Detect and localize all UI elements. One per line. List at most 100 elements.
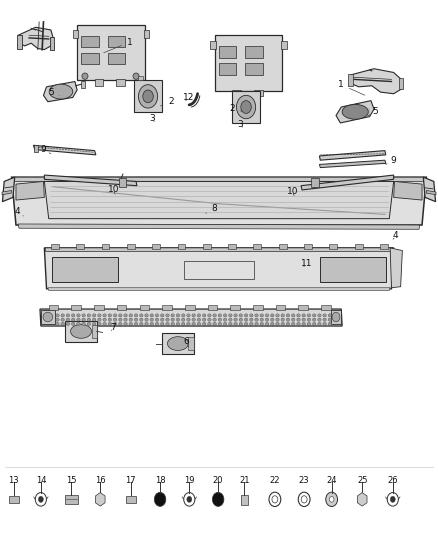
Ellipse shape [150, 314, 153, 317]
Text: 3: 3 [237, 119, 243, 128]
Ellipse shape [323, 322, 326, 326]
Ellipse shape [61, 314, 64, 317]
Ellipse shape [155, 314, 159, 317]
Polygon shape [319, 160, 386, 167]
Text: 2: 2 [160, 97, 174, 106]
Ellipse shape [302, 322, 305, 326]
Ellipse shape [113, 314, 117, 317]
Ellipse shape [286, 314, 290, 317]
Ellipse shape [297, 322, 300, 326]
Bar [228, 244, 236, 249]
Bar [108, 36, 125, 47]
Ellipse shape [108, 322, 112, 326]
Bar [51, 244, 59, 249]
Ellipse shape [119, 322, 122, 326]
Bar [210, 41, 215, 49]
Ellipse shape [138, 85, 158, 108]
Bar [254, 90, 263, 96]
Bar [184, 261, 254, 279]
Polygon shape [319, 151, 386, 160]
Ellipse shape [129, 314, 133, 317]
Ellipse shape [108, 318, 112, 321]
Ellipse shape [223, 318, 227, 321]
Bar [17, 35, 21, 49]
Ellipse shape [218, 314, 222, 317]
Bar [276, 305, 286, 310]
Text: 10: 10 [286, 187, 298, 196]
Polygon shape [44, 248, 394, 289]
Ellipse shape [167, 337, 188, 351]
Text: 12: 12 [183, 93, 194, 102]
Ellipse shape [49, 84, 73, 99]
Text: 25: 25 [357, 476, 367, 484]
Ellipse shape [328, 314, 332, 317]
Bar [117, 79, 125, 86]
Ellipse shape [87, 314, 91, 317]
Ellipse shape [291, 322, 295, 326]
Bar [380, 244, 388, 249]
Bar [188, 337, 194, 350]
Bar [71, 305, 81, 310]
Ellipse shape [202, 318, 206, 321]
Ellipse shape [202, 314, 206, 317]
Ellipse shape [250, 318, 253, 321]
Ellipse shape [255, 314, 258, 317]
Polygon shape [40, 309, 342, 326]
Ellipse shape [265, 314, 269, 317]
Ellipse shape [234, 314, 237, 317]
Bar [321, 305, 331, 310]
Circle shape [326, 492, 338, 506]
Polygon shape [48, 288, 390, 290]
Ellipse shape [71, 318, 75, 321]
Ellipse shape [166, 318, 169, 321]
Circle shape [99, 497, 102, 502]
Circle shape [154, 492, 166, 506]
Bar [41, 310, 55, 324]
Ellipse shape [323, 314, 326, 317]
Polygon shape [45, 248, 393, 252]
Ellipse shape [98, 314, 101, 317]
Text: 13: 13 [8, 476, 19, 484]
Ellipse shape [166, 322, 169, 326]
Polygon shape [18, 27, 53, 50]
Ellipse shape [276, 314, 279, 317]
Bar [81, 82, 85, 88]
Ellipse shape [241, 101, 251, 114]
Bar [76, 244, 84, 249]
Ellipse shape [281, 314, 285, 317]
Polygon shape [43, 82, 77, 102]
Bar [177, 244, 185, 249]
Bar [102, 244, 110, 249]
Ellipse shape [312, 314, 316, 317]
Ellipse shape [124, 322, 127, 326]
Ellipse shape [66, 322, 70, 326]
Text: 17: 17 [126, 476, 136, 484]
Ellipse shape [276, 318, 279, 321]
Polygon shape [44, 181, 394, 219]
Bar [311, 178, 318, 187]
Ellipse shape [218, 318, 222, 321]
Polygon shape [14, 177, 424, 181]
Ellipse shape [77, 318, 80, 321]
Text: 1: 1 [104, 38, 132, 53]
Ellipse shape [234, 322, 237, 326]
Ellipse shape [234, 318, 237, 321]
Bar [162, 333, 194, 354]
Ellipse shape [297, 314, 300, 317]
Bar [134, 80, 162, 112]
Ellipse shape [140, 318, 143, 321]
Ellipse shape [255, 318, 258, 321]
Polygon shape [301, 175, 394, 190]
Ellipse shape [197, 322, 201, 326]
Bar [355, 244, 363, 249]
Ellipse shape [119, 314, 122, 317]
Ellipse shape [192, 322, 195, 326]
Ellipse shape [332, 312, 340, 322]
Ellipse shape [307, 314, 311, 317]
Text: 14: 14 [35, 476, 46, 484]
Ellipse shape [328, 318, 332, 321]
Ellipse shape [202, 322, 206, 326]
Text: 1: 1 [339, 80, 365, 95]
Ellipse shape [145, 314, 148, 317]
Ellipse shape [56, 322, 59, 326]
